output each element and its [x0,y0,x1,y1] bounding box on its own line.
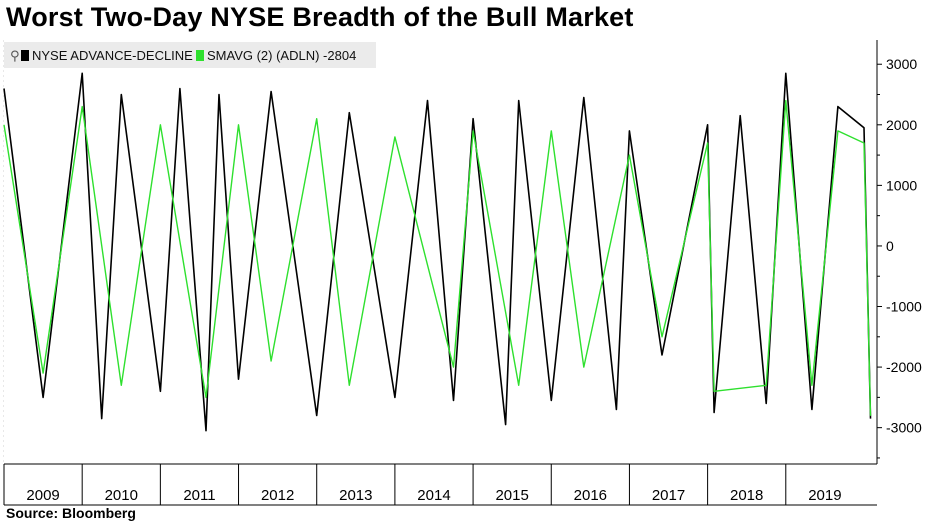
x-tick-label: 2010 [105,487,138,504]
y-tick-label: -2000 [886,359,922,375]
legend-label-smavg: SMAVG (2) (ADLN) -2804 [207,48,356,63]
y-tick-label: 1000 [886,177,917,193]
legend-swatch-adl [21,50,29,61]
x-tick-label: 2014 [417,487,450,504]
y-tick-label: 2000 [886,117,917,133]
y-tick-label: -3000 [886,420,922,436]
series-line-smavg [3,99,872,416]
series-line-adl [3,72,872,432]
x-tick-label: 2012 [261,487,294,504]
source-note: Source: Bloomberg [6,505,136,521]
x-tick-label: 2017 [652,487,685,504]
legend-swatch-smavg [196,50,204,61]
x-tick-label: 2016 [574,487,607,504]
x-tick-label: 2009 [26,487,59,504]
x-tick-label: 2013 [339,487,372,504]
y-tick-label: 0 [886,238,894,254]
legend: ⚲ NYSE ADVANCE-DECLINE SMAVG (2) (ADLN) … [4,42,376,68]
chart-title: Worst Two-Day NYSE Breadth of the Bull M… [6,2,634,32]
y-tick-label: -1000 [886,299,922,315]
axes: 3000 2000 1000 0 -1000 -2000 -3000 2009 2010 2011… [3,40,922,506]
x-tick-label: 2018 [730,487,763,504]
legend-label-adl: NYSE ADVANCE-DECLINE [32,48,193,63]
pin-icon[interactable]: ⚲ [10,48,20,63]
x-tick-label: 2011 [183,487,215,504]
series-layer [3,72,872,432]
x-tick-label: 2019 [808,487,841,504]
y-tick-label: 3000 [886,56,917,72]
legend-background [4,42,376,68]
x-tick-label: 2015 [495,487,528,504]
